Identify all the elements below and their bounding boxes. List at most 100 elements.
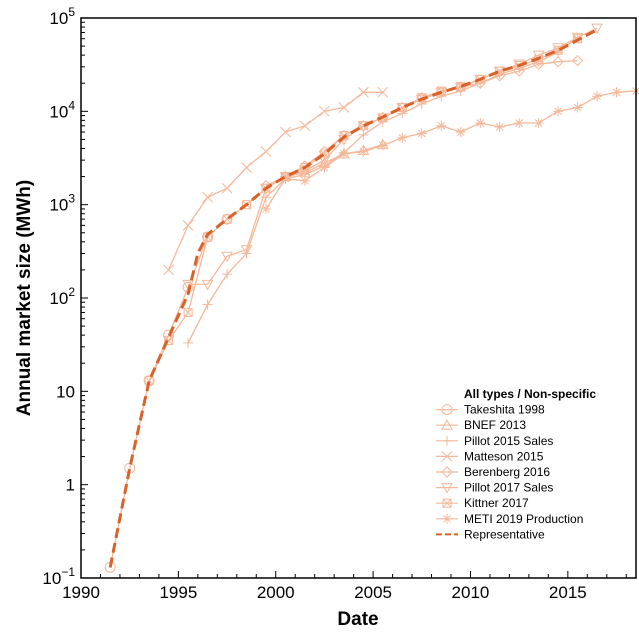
data-point (494, 121, 505, 132)
data-point (202, 231, 214, 243)
data-point (240, 245, 253, 256)
y-tick-label: 105 (49, 5, 75, 28)
legend-label: Matteson 2015 (464, 449, 544, 463)
data-point (261, 203, 271, 214)
data-point (416, 128, 427, 139)
data-point (631, 86, 639, 97)
legend-label: Pillot 2017 Sales (464, 481, 553, 495)
y-tick-label: 104 (49, 98, 75, 121)
y-tick-label: 10−1 (42, 565, 75, 588)
legend-title: All types / Non-specific (464, 387, 596, 401)
data-point (183, 307, 193, 317)
data-point (221, 182, 233, 194)
data-point (182, 220, 194, 231)
data-point (299, 120, 311, 132)
data-point (318, 155, 331, 167)
series-line (148, 38, 578, 381)
series-line (108, 28, 598, 568)
data-point (592, 91, 603, 102)
data-point (182, 279, 194, 291)
data-point (183, 337, 194, 348)
series-line (168, 91, 383, 271)
series-representative (108, 28, 598, 568)
data-point (475, 117, 486, 128)
data-point (454, 83, 467, 94)
data-point (280, 126, 291, 138)
y-axis-label: Annual market size (MWh) (14, 180, 35, 416)
x-axis: 1990 1995 2000 2005 2010 2015 (62, 571, 627, 602)
legend-item: BNEF 2013 (436, 418, 526, 432)
legend-item: Pillot 2015 Sales (436, 434, 553, 448)
data-point (533, 117, 544, 128)
series-line (109, 218, 228, 568)
series-pillot-2015-sales (183, 32, 583, 348)
x-tick-label: 1990 (62, 583, 100, 602)
x-axis-label: Date (337, 609, 378, 630)
legend-item: Matteson 2015 (436, 449, 544, 463)
data-point (222, 269, 233, 280)
data-point (202, 191, 213, 203)
data-point (436, 120, 447, 131)
data-point (221, 213, 233, 225)
data-point (591, 23, 603, 35)
data-point (358, 146, 369, 157)
series-line (265, 90, 637, 210)
data-point (377, 140, 388, 151)
y-tick-label: 1 (66, 476, 75, 495)
legend-item: Takeshita 1998 (436, 403, 545, 417)
data-point (611, 87, 622, 98)
data-point (338, 148, 349, 159)
legend-item: Berenberg 2016 (436, 465, 550, 479)
legend-marker (441, 451, 453, 462)
data-point (241, 162, 252, 173)
x-tick-label: 2010 (452, 583, 490, 602)
legend-label: METI 2019 Production (464, 512, 583, 526)
data-point (201, 279, 214, 291)
x-tick-label: 2005 (354, 583, 392, 602)
data-point (358, 86, 369, 98)
legend-marker (441, 466, 453, 478)
y-tick-label: 10 (56, 382, 75, 401)
data-point (319, 105, 330, 117)
series-meti-2019-production (261, 86, 639, 214)
data-point (163, 264, 174, 276)
legend-label: Berenberg 2016 (464, 465, 550, 479)
y-axis: 10−1 1 10 102 103 104 105 (42, 5, 88, 588)
x-tick-label: 2015 (549, 583, 587, 602)
legend-item: METI 2019 Production (436, 512, 583, 526)
series-kittner-2017 (144, 34, 583, 386)
legend-label: Pillot 2015 Sales (464, 434, 553, 448)
legend-marker (442, 498, 452, 508)
data-point (338, 102, 350, 113)
legend-label: Kittner 2017 (464, 496, 529, 510)
legend-marker (442, 513, 452, 524)
legend: All types / Non-specific Takeshita 1998BN… (436, 387, 596, 541)
legend-marker (442, 435, 452, 446)
series-line (187, 36, 578, 344)
series-takeshita-1998 (104, 213, 233, 573)
data-point (319, 162, 330, 173)
x-tick-label: 2000 (257, 583, 295, 602)
data-point (221, 251, 233, 263)
legend-item: Kittner 2017 (436, 496, 529, 510)
legend-item: Representative (436, 527, 545, 541)
y-tick-label: 102 (49, 285, 75, 308)
data-point (553, 106, 564, 117)
legend-label: BNEF 2013 (464, 418, 526, 432)
data-point (202, 299, 213, 310)
data-point (260, 146, 272, 157)
data-point (299, 175, 310, 186)
data-point (377, 86, 389, 98)
legend-item: Pillot 2017 Sales (436, 481, 553, 495)
y-tick-label: 103 (49, 192, 75, 215)
data-point (572, 102, 583, 113)
plot-area (104, 23, 639, 573)
data-point (571, 54, 584, 67)
data-point (455, 127, 466, 138)
data-point (397, 132, 408, 143)
legend-label: Representative (464, 527, 545, 541)
legend-label: Takeshita 1998 (464, 403, 545, 417)
legend-marker (441, 419, 453, 430)
x-tick-label: 1995 (159, 583, 197, 602)
